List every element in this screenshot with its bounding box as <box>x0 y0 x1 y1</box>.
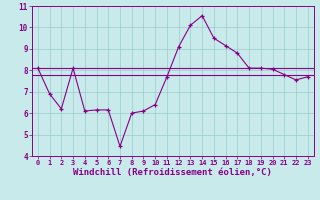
X-axis label: Windchill (Refroidissement éolien,°C): Windchill (Refroidissement éolien,°C) <box>73 168 272 177</box>
